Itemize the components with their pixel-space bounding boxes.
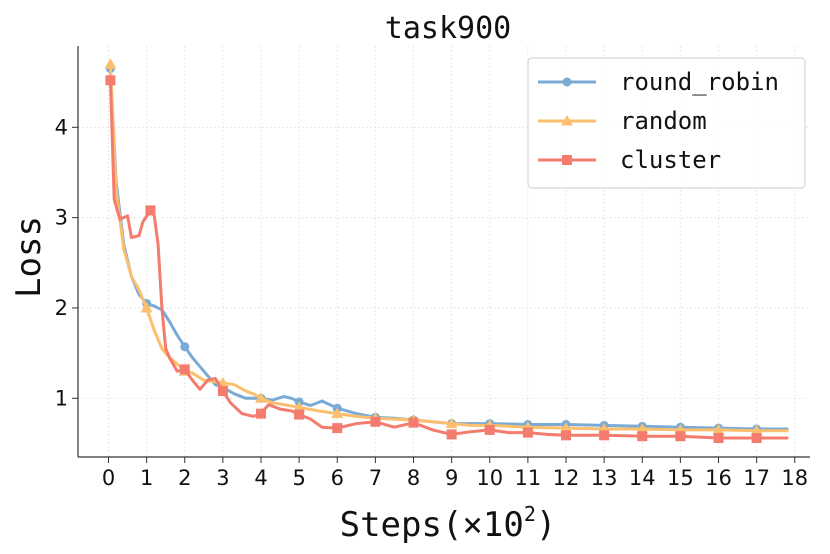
x-tick-label: 14 — [629, 466, 656, 490]
series-point — [637, 431, 648, 442]
series-point — [445, 417, 458, 429]
series-point — [484, 424, 495, 435]
series-point — [332, 423, 343, 434]
series-point — [179, 364, 190, 375]
legend-label: round_robin — [620, 68, 779, 96]
x-tick-label: 12 — [553, 466, 580, 490]
series-point — [145, 205, 156, 216]
y-tick-label: 4 — [55, 115, 68, 139]
series-point — [408, 417, 419, 428]
legend-swatch-marker — [562, 155, 572, 165]
x-tick-label: 9 — [445, 466, 458, 490]
legend-item-random: random — [538, 107, 707, 135]
y-tick-label: 3 — [55, 206, 68, 230]
axes — [77, 46, 810, 458]
series-point — [217, 386, 228, 397]
series-point — [370, 416, 381, 427]
x-axis-title-suffix: ) — [536, 505, 556, 545]
series-point — [331, 407, 344, 419]
series-point — [750, 424, 763, 436]
legend-swatch-marker — [562, 77, 572, 87]
y-tick-label: 1 — [55, 386, 68, 410]
x-tick-label: 10 — [476, 466, 503, 490]
x-tick-label: 16 — [705, 466, 732, 490]
y-tick-label: 2 — [55, 296, 68, 320]
series-point — [675, 431, 686, 442]
x-tick-label: 2 — [178, 466, 191, 490]
series-point — [560, 422, 572, 433]
x-tick-label: 11 — [515, 466, 542, 490]
x-tick-label: 3 — [216, 466, 229, 490]
series-layer — [104, 58, 789, 444]
x-tick-label: 1 — [140, 466, 153, 490]
legend-box — [527, 57, 806, 189]
chart-title: task900 — [385, 11, 511, 46]
series-line — [108, 78, 789, 440]
series-line — [108, 62, 789, 433]
legend-swatch-marker — [561, 115, 573, 126]
series-point — [636, 422, 649, 434]
legend-item-round-robin: round_robin — [538, 68, 779, 96]
series-point — [180, 342, 190, 352]
series-point — [561, 430, 571, 441]
series-point — [140, 301, 153, 313]
series-point — [713, 433, 724, 444]
x-tick-label: 7 — [369, 466, 382, 490]
series-point — [446, 429, 457, 440]
series-point — [599, 430, 610, 441]
x-axis-title-main: Steps(×10 — [340, 505, 524, 545]
x-tick-label: 6 — [331, 466, 344, 490]
x-tick-label: 17 — [743, 466, 770, 490]
x-tick-label: 8 — [407, 466, 420, 490]
x-axis-title: Steps(×102) — [340, 502, 557, 545]
x-tick-label: 13 — [591, 466, 618, 490]
series-point — [294, 409, 305, 420]
series-cluster — [105, 75, 789, 444]
x-tick-label: 18 — [781, 466, 808, 490]
legend-label: cluster — [620, 146, 721, 174]
x-axis-title-exponent: 2 — [524, 502, 536, 526]
x-tick-label: 5 — [292, 466, 305, 490]
series-point — [104, 58, 117, 69]
series-point — [712, 423, 725, 435]
series-point — [293, 401, 306, 412]
x-tick-label: 0 — [102, 466, 115, 490]
series-point — [751, 433, 762, 444]
series-point — [522, 427, 533, 438]
x-tick-label: 15 — [667, 466, 694, 490]
series-point — [105, 75, 116, 86]
legend-label: random — [620, 107, 707, 135]
legend-item-cluster: cluster — [538, 146, 721, 174]
x-tick-label: 4 — [254, 466, 267, 490]
series-point — [256, 408, 266, 419]
y-axis-title: Loss — [9, 216, 49, 298]
series-point — [255, 392, 267, 403]
